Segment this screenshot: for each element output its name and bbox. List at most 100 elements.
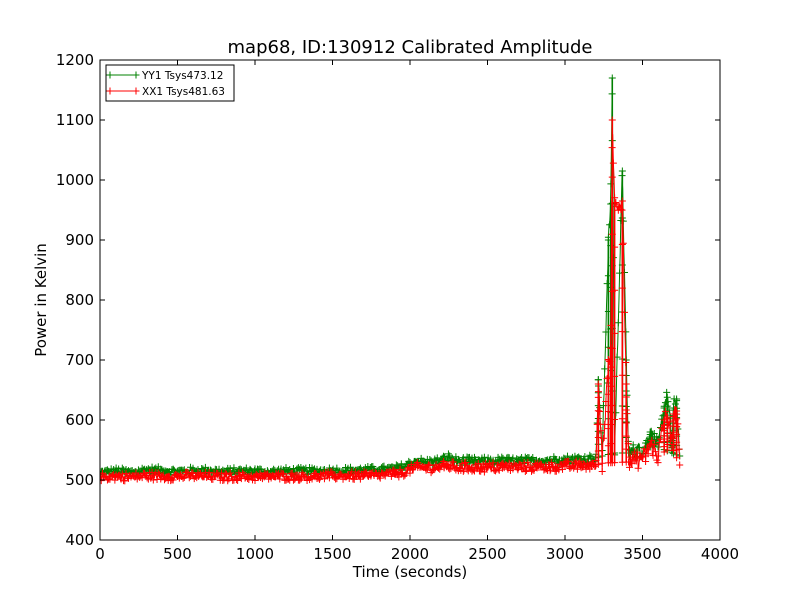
- data-point-marker: [654, 452, 662, 460]
- data-point-marker: [652, 448, 660, 456]
- data-point-marker: [495, 466, 503, 474]
- data-point-marker: [654, 443, 662, 451]
- data-point-marker: [296, 476, 304, 484]
- data-point-marker: [286, 466, 294, 474]
- data-point-marker: [654, 459, 662, 467]
- data-point-marker: [169, 476, 177, 484]
- data-point-marker: [242, 464, 250, 472]
- data-point-marker: [591, 462, 599, 470]
- data-point-marker: [100, 473, 104, 481]
- data-point-marker: [598, 459, 606, 467]
- data-point-marker: [112, 472, 119, 480]
- data-point-marker: [631, 457, 639, 465]
- data-point-marker: [371, 469, 379, 477]
- data-point-marker: [646, 440, 654, 448]
- data-point-marker: [251, 473, 259, 481]
- data-point-marker: [622, 359, 630, 367]
- data-point-marker: [561, 462, 569, 470]
- legend-box: [105, 64, 235, 102]
- data-point-marker: [422, 464, 429, 472]
- data-point-marker: [227, 472, 235, 480]
- data-point-marker: [509, 454, 517, 462]
- data-point-marker: [276, 475, 284, 483]
- data-point-marker: [380, 462, 388, 470]
- y-tick-label: 700: [65, 351, 94, 369]
- data-point-marker: [642, 452, 650, 460]
- data-point-marker: [634, 464, 642, 472]
- data-point-marker: [118, 470, 126, 478]
- data-point-marker: [251, 467, 259, 475]
- data-point-marker: [499, 463, 507, 471]
- data-point-marker: [456, 465, 464, 473]
- data-point-marker: [149, 476, 157, 484]
- data-point-marker: [443, 461, 451, 469]
- data-point-marker: [601, 365, 609, 373]
- legend: YY1 Tsys473.12 XX1 Tsys481.63: [105, 64, 235, 102]
- data-point-marker: [291, 475, 299, 483]
- data-point-marker: [406, 459, 414, 467]
- data-point-marker: [586, 451, 594, 459]
- data-point-marker: [492, 467, 500, 475]
- data-point-marker: [288, 469, 296, 477]
- data-point-marker: [521, 468, 529, 476]
- data-point-marker: [391, 470, 398, 478]
- data-point-marker: [570, 464, 578, 472]
- data-point-marker: [234, 476, 242, 484]
- y-tick-label: 900: [65, 231, 94, 249]
- data-point-marker: [103, 466, 111, 474]
- legend-entry-label: XX1 Tsys481.63: [142, 86, 225, 98]
- data-point-marker: [329, 470, 337, 478]
- data-point-marker: [205, 472, 212, 480]
- data-point-marker: [446, 465, 454, 473]
- plot-series-group: [100, 74, 684, 485]
- data-point-marker: [100, 477, 105, 485]
- data-point-marker: [426, 462, 434, 470]
- data-point-marker: [485, 459, 493, 467]
- data-point-marker: [449, 458, 457, 466]
- data-point-marker: [530, 463, 538, 471]
- data-point-marker: [425, 461, 433, 469]
- data-point-marker: [122, 469, 130, 477]
- data-point-marker: [612, 199, 620, 207]
- data-point-marker: [258, 475, 266, 483]
- y-tick-label: 400: [65, 531, 94, 549]
- data-point-marker: [121, 477, 129, 485]
- data-point-marker: [398, 469, 406, 477]
- data-point-marker: [587, 453, 595, 461]
- plot-area: [100, 74, 684, 485]
- y-tick-label: 800: [65, 291, 94, 309]
- x-tick-label: 2000: [391, 545, 429, 563]
- data-point-marker: [598, 468, 606, 476]
- data-point-marker: [599, 434, 607, 442]
- data-point-marker: [293, 471, 301, 479]
- data-point-marker: [344, 472, 352, 480]
- data-point-marker: [320, 475, 328, 483]
- data-point-marker: [547, 459, 555, 467]
- x-tick-label: 3000: [546, 545, 584, 563]
- data-point-marker: [453, 463, 460, 471]
- data-point-marker: [480, 468, 488, 476]
- axes: 0 500 1000 1500 2000 2500 3000 3500 4000 400 500 60…: [56, 51, 739, 563]
- data-point-marker: [461, 459, 469, 467]
- data-point-marker: [143, 472, 150, 480]
- data-point-marker: [376, 474, 384, 482]
- data-point-marker: [625, 463, 633, 471]
- data-point-marker: [524, 458, 532, 466]
- x-axis-label: Time (seconds): [352, 563, 468, 581]
- data-point-marker: [573, 465, 581, 473]
- data-point-marker: [629, 441, 637, 449]
- data-point-marker: [546, 463, 553, 471]
- data-point-marker: [445, 453, 453, 461]
- x-tick-label: 0: [95, 545, 105, 563]
- legend-entry-label: YY1 Tsys473.12: [141, 70, 223, 82]
- data-point-marker: [656, 435, 664, 443]
- data-point-marker: [313, 472, 321, 480]
- data-point-marker: [603, 280, 611, 288]
- data-point-marker: [395, 464, 403, 472]
- data-point-marker: [158, 472, 166, 480]
- data-point-marker: [257, 465, 265, 473]
- data-point-marker: [262, 471, 270, 479]
- x-tick-label: 1000: [236, 545, 274, 563]
- data-point-marker: [157, 465, 165, 473]
- data-point-marker: [552, 456, 560, 464]
